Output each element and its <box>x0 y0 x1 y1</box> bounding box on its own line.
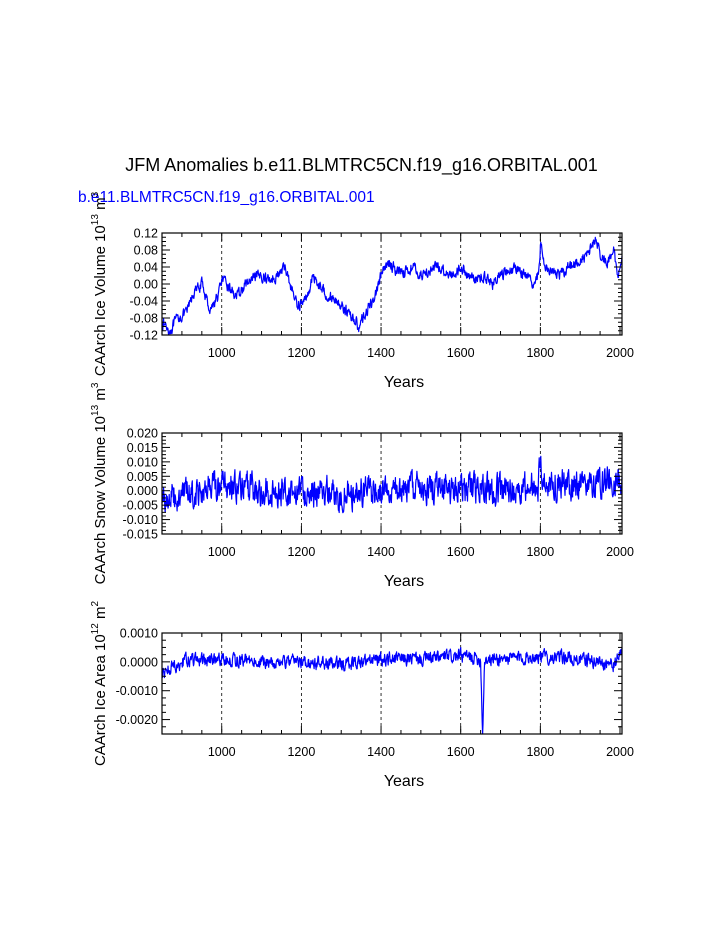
x-tick-label: 1800 <box>526 346 554 360</box>
snow-volume-series-line <box>161 455 623 514</box>
snow-volume-y-axis-title: CAArch Snow Volume 1013 m3 <box>90 382 109 584</box>
y-tick-label: 0.12 <box>134 227 158 241</box>
ice-area-chart: 1000 1200 1400 1600 1800 2000 -0.0020 -0.0010 0.… <box>90 601 634 790</box>
y-tick-label: 0.04 <box>134 261 158 275</box>
ice-area-series-line <box>161 646 623 735</box>
x-tick-label: 1800 <box>526 545 554 559</box>
x-tick-label: 1200 <box>287 545 315 559</box>
x-tick-label: 1200 <box>287 745 315 759</box>
x-tick-label: 1000 <box>208 545 236 559</box>
ice-volume-y-axis-title: CAArch Ice Volume 1013 m3 <box>90 191 109 376</box>
ice-area-y-axis-title: CAArch Ice Area 1012 m2 <box>90 601 109 767</box>
x-tick-label: 1400 <box>367 745 395 759</box>
ice-volume-plot-frame <box>161 232 623 336</box>
x-tick-label: 1600 <box>447 745 475 759</box>
snow-volume-chart: 1000 1200 1400 1600 1800 2000 -0.015-0.010-0.0… <box>90 382 634 590</box>
ice-volume-chart: 1000 1200 1400 1600 1800 2000 -0.12 -0.08 -0.04 0… <box>90 191 634 391</box>
x-tick-label: 1000 <box>208 346 236 360</box>
y-tick-label: -0.005 <box>123 499 158 513</box>
x-tick-label: 1400 <box>367 346 395 360</box>
x-tick-label: 1600 <box>447 545 475 559</box>
y-tick-label: -0.08 <box>130 312 159 326</box>
y-tick-label: -0.0020 <box>116 713 158 727</box>
x-tick-label: 1000 <box>208 745 236 759</box>
x-tick-label: 1800 <box>526 745 554 759</box>
y-tick-label: 0.08 <box>134 244 158 258</box>
ice-area-x-axis-title: Years <box>384 773 424 790</box>
y-tick-label: 0.010 <box>127 455 158 469</box>
ice-volume-x-axis-title: Years <box>384 374 424 391</box>
y-tick-label: -0.010 <box>123 513 158 527</box>
x-tick-label: 1200 <box>287 346 315 360</box>
y-tick-label: 0.0000 <box>120 655 158 669</box>
y-tick-label: -0.015 <box>123 528 158 542</box>
y-tick-label: 0.005 <box>127 470 158 484</box>
ice-area-plot-frame <box>161 632 623 735</box>
page-title: JFM Anomalies b.e11.BLMTRC5CN.f19_g16.OR… <box>125 155 598 175</box>
y-tick-label: -0.04 <box>130 295 159 309</box>
y-tick-label: 0.020 <box>127 427 158 441</box>
x-tick-label: 1400 <box>367 545 395 559</box>
x-tick-label: 2000 <box>606 346 634 360</box>
y-tick-label: 0.000 <box>127 484 158 498</box>
y-tick-label: 0.0010 <box>120 627 158 641</box>
x-tick-label: 1600 <box>447 346 475 360</box>
y-tick-label: -0.0010 <box>116 684 158 698</box>
y-tick-label: 0.00 <box>134 278 158 292</box>
ice-volume-series-line <box>161 236 623 336</box>
snow-volume-x-axis-title: Years <box>384 573 424 590</box>
y-tick-label: 0.015 <box>127 441 158 455</box>
x-tick-label: 2000 <box>606 545 634 559</box>
run-label: b.e11.BLMTRC5CN.f19_g16.ORBITAL.001 <box>78 189 375 206</box>
y-tick-label: -0.12 <box>130 329 159 343</box>
x-tick-label: 2000 <box>606 745 634 759</box>
